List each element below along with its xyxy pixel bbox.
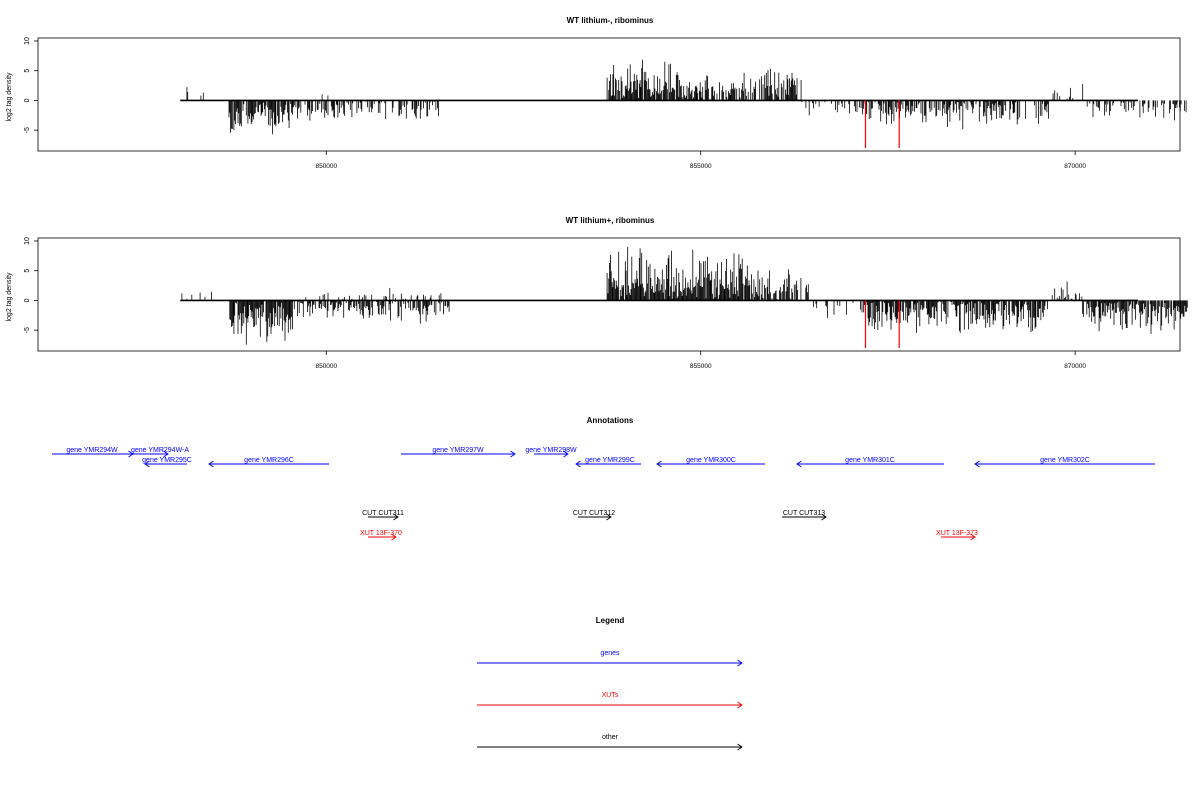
legend-label: genes (600, 650, 620, 657)
annotation-items: gene YMR294W gene YMR294W-A gene YMR295C ge… (52, 447, 1155, 541)
panel-1-bars (179, 59, 1187, 149)
panel-2-title: WT lithium+, ribominus (566, 216, 655, 225)
y-tick-label: 10 (24, 37, 31, 45)
y-tick-label: 10 (24, 237, 31, 245)
y-tick-label: 0 (24, 298, 31, 302)
annotation-label: gene YMR296C (244, 457, 294, 464)
annotation-arrow (144, 460, 187, 468)
annotation-arrow (208, 460, 329, 468)
legend-label: other (602, 734, 619, 741)
panel-1-ylabel: log2 tag density (6, 72, 13, 122)
annotation-label: CUT CUT311 (362, 510, 404, 517)
panel-2-frame (37, 237, 1181, 352)
y-tick-label: -5 (24, 127, 31, 133)
annotation-arrow (127, 450, 169, 458)
annotation-label: gene YMR294W (66, 447, 118, 454)
x-tick-label: 850000 (315, 363, 337, 370)
annotation-arrow (656, 460, 765, 468)
track-panel-2: WT lithium+, ribominus log2 tag density … (6, 216, 1188, 370)
annotation-label: gene YMR300C (686, 457, 736, 464)
annotation-arrow (941, 533, 976, 541)
annotations-panel: Annotations gene YMR294W gene YMR294W-Age… (52, 416, 1155, 541)
legend-arrow (477, 743, 743, 751)
annotation-arrow (368, 513, 399, 521)
panel-1-frame (37, 37, 1181, 152)
annotation-arrow (575, 460, 641, 468)
annotation-label: CUT CUT313 (783, 510, 825, 517)
panel-1-title: WT lithium-, ribominus (567, 16, 654, 25)
annotation-label: CUT CUT312 (573, 510, 615, 517)
x-tick-label: 850000 (315, 163, 337, 170)
x-tick-label: 870000 (1064, 163, 1086, 170)
annotation-label: XUT 13F-373 (936, 530, 978, 537)
panel-2-x-axis: 850000 855000 870000 (315, 351, 1086, 370)
annotation-arrow (578, 513, 612, 521)
legend-items: genes XUTs other (477, 650, 743, 751)
annotation-arrow (368, 533, 397, 541)
legend-title: Legend (596, 616, 625, 625)
panel-1-y-axis: -5 0 5 10 (24, 37, 38, 133)
annotation-label: gene YMR298W (525, 447, 577, 454)
panel-2-bars (180, 247, 1188, 349)
annotations-title: Annotations (587, 416, 634, 425)
annotation-label: gene YMR302C (1040, 457, 1090, 464)
y-tick-label: 0 (24, 98, 31, 102)
panel-1-x-axis: 850000 855000 870000 (315, 151, 1086, 170)
x-tick-label: 870000 (1064, 363, 1086, 370)
panel-2-ylabel: log2 tag density (6, 272, 13, 322)
annotation-label: gene YMR295C (142, 457, 192, 464)
annotation-arrow (796, 460, 944, 468)
legend-arrow (477, 701, 743, 709)
annotation-label: gene YMR294W-A (131, 447, 189, 454)
annotation-label: gene YMR299C (585, 457, 635, 464)
y-tick-label: -5 (24, 327, 31, 333)
annotation-arrow (534, 450, 569, 458)
x-tick-label: 855000 (690, 163, 712, 170)
legend-panel: Legend genes XUTs other (477, 616, 743, 751)
legend-arrow (477, 659, 743, 667)
annotation-label: gene YMR301C (845, 457, 895, 464)
legend-label: XUTs (602, 692, 619, 699)
annotation-arrow (401, 450, 516, 458)
annotation-label: gene YMR297W (432, 447, 484, 454)
x-tick-label: 855000 (690, 363, 712, 370)
annotation-label: XUT 13F-370 (360, 530, 402, 537)
y-tick-label: 5 (24, 269, 31, 273)
y-tick-label: 5 (24, 69, 31, 73)
annotation-arrow (974, 460, 1155, 468)
panel-2-y-axis: -5 0 5 10 (24, 237, 38, 333)
annotation-arrow (782, 513, 827, 521)
track-panel-1: WT lithium-, ribominus log2 tag density … (6, 16, 1187, 170)
